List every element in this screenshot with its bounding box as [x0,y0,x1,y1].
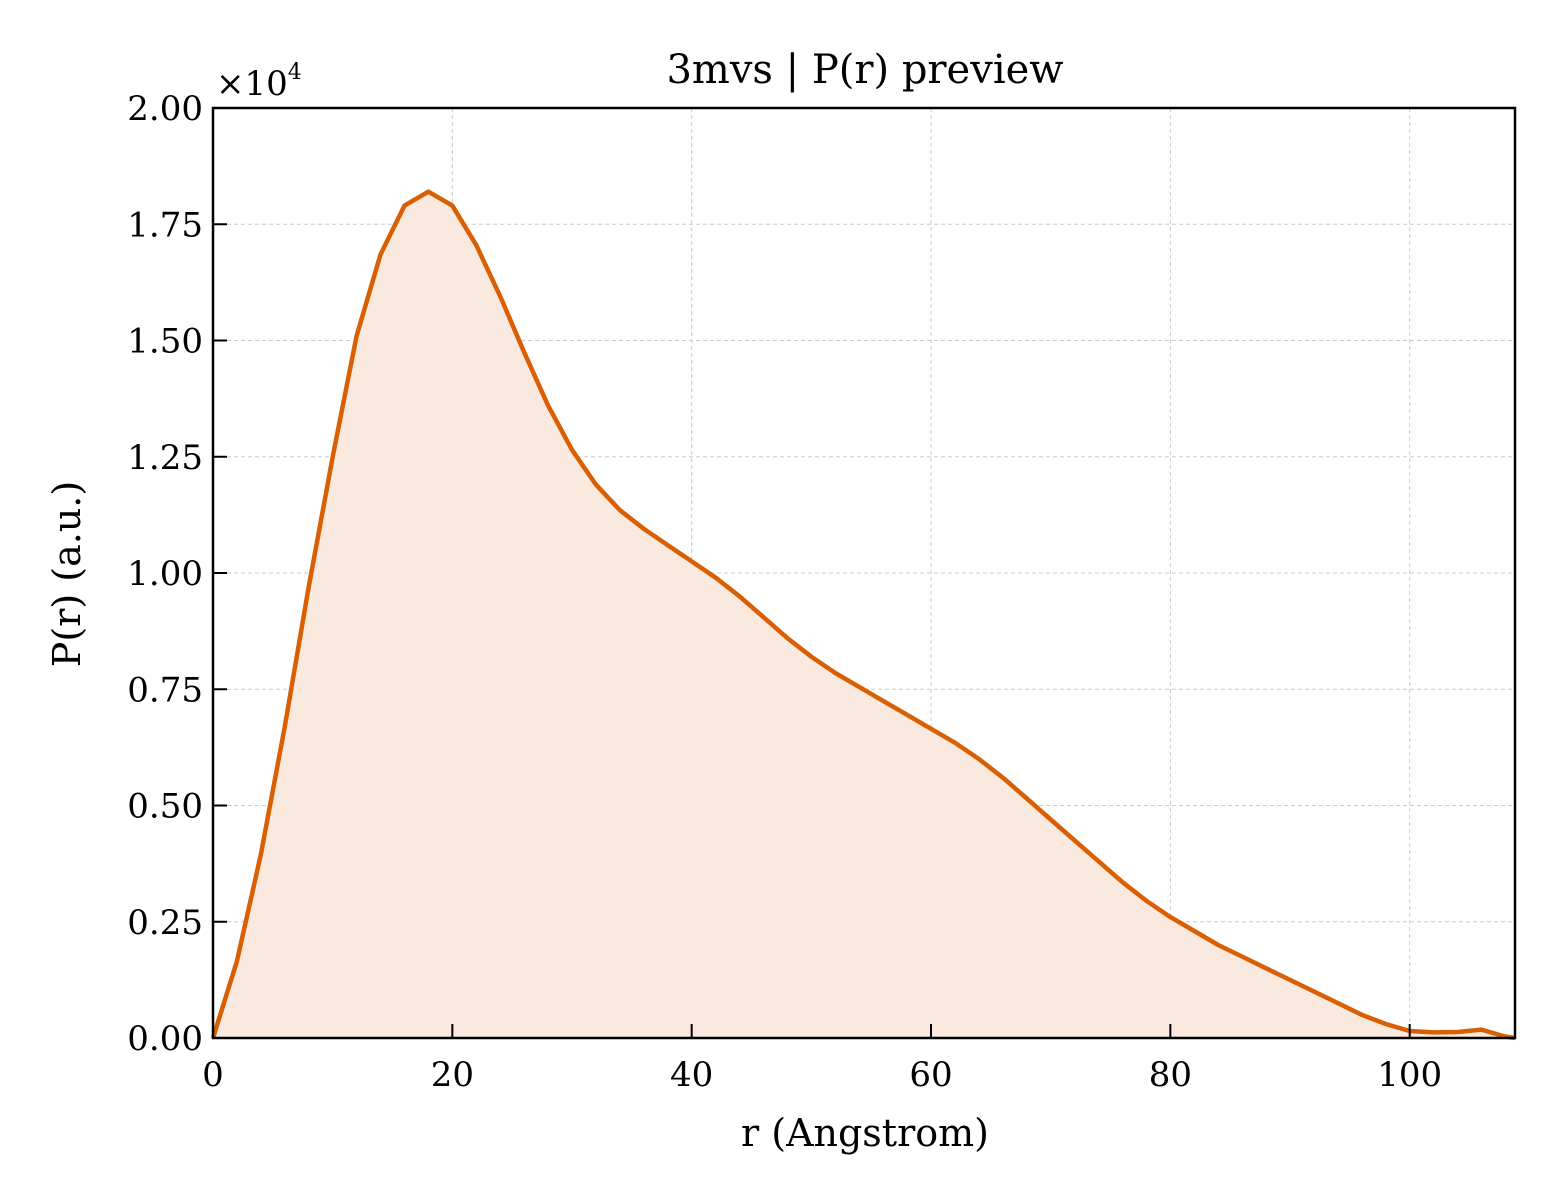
y-tick-label: 0.25 [127,903,203,943]
y-tick-label: 0.75 [127,670,203,710]
y-axis-label: P(r) (a.u.) [45,481,89,667]
y-tick-label: 1.50 [127,322,203,362]
x-tick-label: 20 [431,1055,474,1095]
y-axis-multiplier: ×104 [216,60,302,104]
y-multiplier-exponent: 4 [288,60,302,85]
x-tick-label: 100 [1377,1055,1442,1095]
y-tick-label: 2.00 [127,89,203,129]
chart-title: 3mvs | P(r) preview [666,47,1063,93]
x-tick-label: 60 [909,1055,952,1095]
x-axis-label: r (Angstrom) [741,1111,989,1155]
pr-area-fill [213,191,1515,1038]
pr-series-line [210,189,1516,1041]
y-tick-label: 1.75 [127,205,203,245]
x-tick-label: 80 [1149,1055,1192,1095]
y-tick-label: 0.50 [127,787,203,827]
y-tick-label: 0.00 [127,1019,203,1059]
y-tick-label: 1.00 [127,554,203,594]
y-tick-label: 1.25 [127,438,203,478]
x-tick-label: 0 [202,1055,224,1095]
y-multiplier-base: ×10 [216,64,288,104]
x-tick-label: 40 [670,1055,713,1095]
axis-ticks: 0 20 40 60 80 100 0.00 0.25 0.50 0.75 1.00 1.25 1.50… [127,89,1442,1095]
